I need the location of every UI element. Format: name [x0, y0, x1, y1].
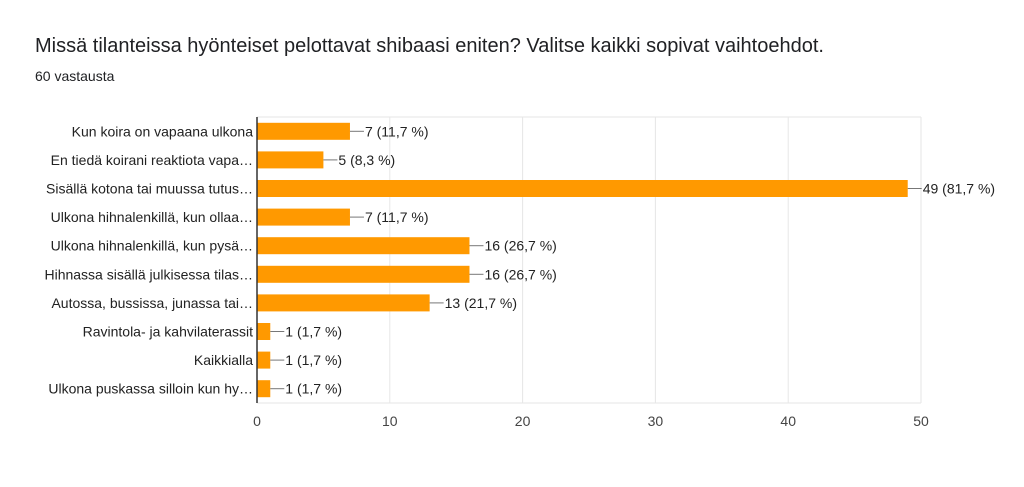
x-tick-label: 10	[382, 413, 398, 429]
data-label: 7 (11,7 %)	[365, 209, 429, 225]
category-label: En tiedä koirani reaktiota vapa…	[51, 152, 253, 168]
category-label: Kaikkialla	[194, 352, 253, 368]
data-label: 16 (26,7 %)	[484, 266, 556, 282]
data-label: 1 (1,7 %)	[285, 381, 342, 397]
bar	[257, 180, 908, 197]
chart-title: Missä tilanteissa hyönteiset pelottavat …	[35, 35, 824, 57]
data-label: 49 (81,7 %)	[923, 181, 995, 197]
bar	[257, 122, 350, 140]
data-label: 5 (8,3 %)	[338, 152, 395, 168]
category-label: Ulkona hihnalenkillä, kun ollaa…	[51, 209, 253, 225]
bar	[257, 380, 271, 398]
category-label: Ravintola- ja kahvilaterassit	[83, 324, 254, 340]
bar	[257, 351, 271, 369]
bar	[257, 151, 324, 169]
category-label: Sisällä kotona tai muussa tutus…	[46, 181, 253, 197]
bar	[257, 294, 430, 312]
x-tick-label: 30	[648, 413, 664, 429]
category-label: Autossa, bussissa, junassa tai…	[51, 295, 253, 311]
x-tick-label: 0	[253, 413, 261, 429]
category-label: Ulkona hihnalenkillä, kun pysä…	[51, 238, 253, 254]
category-label: Kun koira on vapaana ulkona	[72, 123, 254, 139]
response-count: 60 vastausta	[35, 68, 115, 84]
x-tick-label: 20	[515, 413, 531, 429]
x-tick-label: 50	[913, 413, 929, 429]
bar	[257, 208, 350, 226]
data-label: 13 (21,7 %)	[445, 295, 517, 311]
data-label: 7 (11,7 %)	[365, 123, 429, 139]
category-label: Ulkona puskassa silloin kun hy…	[48, 381, 253, 397]
category-label: Hihnassa sisällä julkisessa tilas…	[44, 266, 253, 282]
data-label: 1 (1,7 %)	[285, 324, 342, 340]
data-label: 1 (1,7 %)	[285, 352, 342, 368]
bar	[257, 323, 271, 340]
bar	[257, 265, 470, 283]
data-label: 16 (26,7 %)	[484, 238, 556, 254]
bar	[257, 237, 470, 255]
x-tick-label: 40	[780, 413, 796, 429]
